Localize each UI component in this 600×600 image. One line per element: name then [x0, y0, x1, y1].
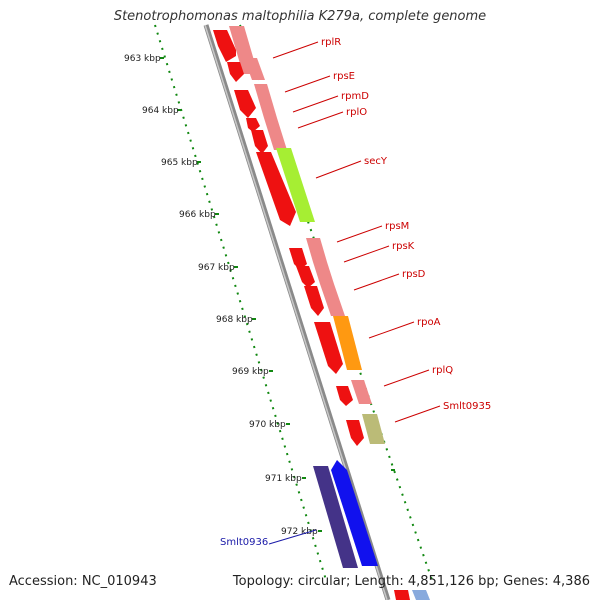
cds-rpsK	[296, 266, 315, 288]
cds-Smlt0935	[346, 420, 364, 446]
cds-track	[213, 30, 430, 600]
leader-line-rplQ	[383, 369, 430, 387]
leader-line-rpsE	[284, 75, 331, 93]
leader-line-rplO	[297, 111, 344, 129]
cds-rplR	[213, 30, 236, 62]
cds-rpsD	[304, 286, 324, 316]
genome-summary-text: Topology: circular; Length: 4,851,126 bp…	[232, 574, 590, 589]
cds-rpoA	[314, 322, 343, 374]
cds-rpsM	[289, 248, 307, 270]
leader-line-rpsM	[336, 225, 383, 243]
kbp-label: 972 kbp	[281, 527, 318, 537]
leader-line-rplR	[272, 41, 319, 59]
gene-label-rplQ: rplQ	[432, 365, 453, 376]
gene-label-rpsK: rpsK	[392, 241, 415, 252]
gene-label-rplO: rplO	[346, 107, 367, 118]
cds-rpsE	[227, 62, 244, 82]
gene-label-rpsM: rpsM	[385, 221, 409, 232]
leader-line-Smlt0935	[394, 405, 441, 423]
gene-label-rpsE: rpsE	[333, 71, 355, 82]
feature-rpoA	[333, 316, 362, 370]
gene-label-rpsD: rpsD	[402, 269, 426, 280]
feature-track	[229, 26, 385, 568]
gene-label-rpmD: rpmD	[341, 91, 369, 102]
kbp-label: 969 kbp	[232, 367, 269, 377]
gene-label-Smlt0936: Smlt0936	[220, 537, 268, 548]
genome-title: Stenotrophomonas maltophilia K279a, comp…	[113, 9, 487, 24]
leader-line-rpsK	[343, 245, 390, 263]
cds-next	[394, 590, 410, 600]
gene-label-rpoA: rpoA	[417, 317, 441, 328]
leader-line-Smlt0936	[268, 529, 317, 545]
kbp-label: 968 kbp	[216, 315, 253, 325]
left-dotted-track	[154, 24, 327, 581]
cds-rplO-a	[246, 118, 260, 132]
kbp-label: 963 kbp	[124, 54, 161, 64]
cds-Smlt0936	[331, 460, 378, 566]
feature-secY	[276, 148, 315, 222]
feature-rpsD	[320, 284, 345, 316]
kbp-label: 964 kbp	[142, 106, 179, 116]
cds-secY	[256, 152, 296, 226]
feature-next	[412, 590, 430, 600]
leader-line-secY	[315, 160, 362, 179]
cds-rpmD	[234, 90, 256, 118]
kbp-label: 967 kbp	[198, 263, 235, 273]
kbp-label: 971 kbp	[265, 474, 302, 484]
feature-rpsM	[306, 238, 327, 262]
gene-label-rplR: rplR	[321, 37, 341, 48]
feature-rplQ	[351, 380, 372, 404]
feature-rpmD	[254, 84, 277, 118]
leader-lines	[268, 41, 441, 545]
leader-line-rpmD	[292, 95, 339, 113]
feature-rpsK	[313, 262, 334, 284]
feature-Smlt0935	[362, 414, 385, 444]
feature-rpsE	[244, 58, 265, 80]
gene-label-Smlt0935: Smlt0935	[443, 401, 491, 412]
gene-label-secY: secY	[364, 156, 388, 167]
feature-rplO	[264, 118, 287, 150]
cds-rplO-b	[251, 130, 268, 154]
feature-Smlt0936	[313, 466, 358, 568]
kbp-label: 965 kbp	[161, 158, 198, 168]
leader-line-rpoA	[368, 321, 415, 339]
accession-text: Accession: NC_010943	[9, 574, 157, 589]
cds-rplQ	[336, 386, 353, 406]
leader-line-rpsD	[353, 273, 400, 291]
kbp-label: 970 kbp	[249, 420, 286, 430]
kbp-label: 966 kbp	[179, 210, 216, 220]
